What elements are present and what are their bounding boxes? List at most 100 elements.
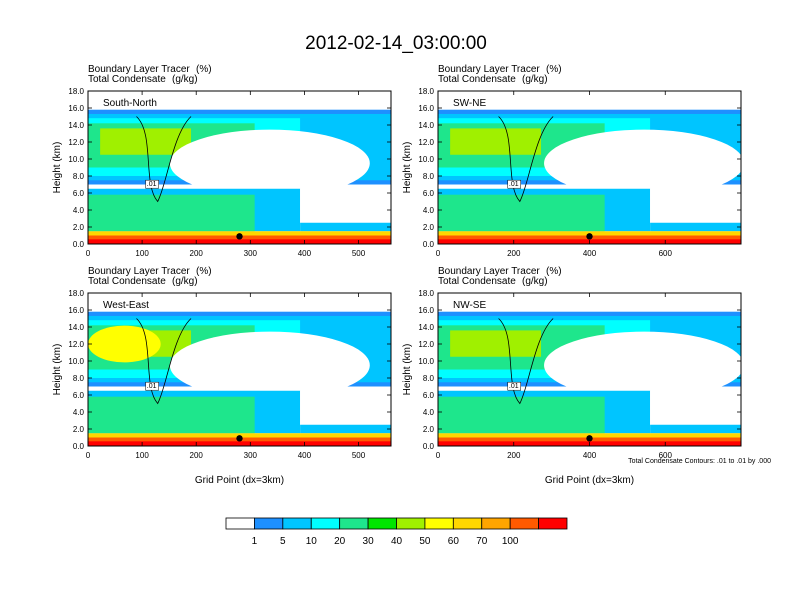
y-tick-label: 8.0 (73, 374, 85, 383)
x-tick-label: 100 (135, 451, 149, 460)
x-tick-label: 0 (436, 451, 441, 460)
contour-label-box (507, 381, 521, 391)
colorbar-label: 50 (419, 536, 431, 547)
band-bl-deep (88, 239, 391, 244)
panel-subtitle-tracer: Boundary Layer Tracer (438, 266, 540, 277)
surface-point (586, 233, 593, 240)
clear-region (544, 331, 741, 399)
y-tick-label: 12.0 (418, 138, 434, 147)
surface-point (586, 435, 593, 442)
colorbar-swatch (367, 517, 397, 530)
colorbar-swatch (481, 517, 511, 530)
y-tick-label: 8.0 (423, 374, 435, 383)
x-axis-label: Grid Point (dx=3km) (545, 475, 634, 486)
main-title: 2012-02-14_03:00:00 (305, 33, 487, 54)
colorbar-swatch (452, 517, 483, 530)
colorbar-swatch (225, 517, 255, 530)
x-tick-label: 300 (244, 451, 258, 460)
y-tick-label: 18.0 (418, 87, 434, 96)
x-tick-label: 200 (190, 451, 204, 460)
x-tick-label: 0 (86, 451, 91, 460)
y-tick-label: 16.0 (68, 306, 84, 315)
y-tick-label: 2.0 (73, 223, 85, 232)
panel-subtitle-condensate: Total Condensate (438, 74, 516, 85)
colorbar: 1 5 10 20 30 40 50 60 70 100 (225, 517, 568, 547)
y-tick-label: 16.0 (68, 104, 84, 113)
colorbar-label: 5 (280, 536, 286, 547)
condensate-contour (136, 116, 192, 203)
y-tick-label: 2.0 (73, 425, 85, 434)
surface-point (236, 233, 243, 240)
band-cloud-max (450, 128, 542, 155)
clear-region (544, 129, 741, 197)
y-tick-label: 6.0 (73, 391, 85, 400)
y-tick-label: 0.0 (73, 240, 85, 249)
y-tick-label: 8.0 (73, 172, 85, 181)
contour-label: .01 (509, 383, 519, 390)
colorbar-swatch (254, 517, 284, 530)
band-lower-core (438, 396, 605, 434)
y-tick-label: 10.0 (418, 155, 434, 164)
y-tick-label: 10.0 (418, 357, 434, 366)
condensate-contour (498, 318, 554, 405)
y-axis-label: Height (km) (52, 344, 63, 396)
panel-name: NW-SE (453, 300, 486, 311)
contour-label: .01 (509, 181, 519, 188)
colorbar-swatch (424, 517, 454, 530)
contour-label-box (145, 179, 159, 189)
y-tick-label: 16.0 (418, 104, 434, 113)
y-tick-label: 12.0 (68, 340, 84, 349)
y-tick-label: 2.0 (423, 425, 435, 434)
x-axis-label: Grid Point (dx=3km) (195, 475, 284, 486)
x-tick-label: 400 (298, 249, 312, 258)
panel-name: SW-NE (453, 98, 486, 109)
contour-note: Total Condensate Contours: .01 to .01 by… (628, 458, 771, 465)
y-tick-label: 10.0 (68, 357, 84, 366)
x-tick-label: 0 (436, 249, 441, 258)
contour-label-box (145, 381, 159, 391)
panel-subtitle-condensate: Total Condensate (438, 276, 516, 287)
band-lower-edge (650, 424, 741, 434)
y-tick-label: 0.0 (423, 442, 435, 451)
y-tick-label: 4.0 (423, 408, 435, 417)
clear-region (169, 129, 370, 197)
colorbar-label: 30 (363, 536, 375, 547)
panel-sw-ne: Boundary Layer Tracer (%) Total Condensate… (402, 64, 742, 258)
panel-subtitle-tracer-unit: (%) (196, 266, 212, 277)
panel-subtitle-condensate: Total Condensate (88, 74, 166, 85)
y-tick-label: 4.0 (423, 206, 435, 215)
colorbar-label: 1 (252, 536, 258, 547)
colorbar-label: 20 (334, 536, 346, 547)
panel-south-north: Boundary Layer Tracer (%) Total Condensate… (52, 64, 392, 258)
colorbar-label: 70 (476, 536, 488, 547)
panel-subtitle-tracer: Boundary Layer Tracer (438, 64, 540, 75)
colorbar-swatch (538, 517, 568, 530)
filled-contours: .01 (88, 311, 391, 446)
x-tick-label: 200 (507, 451, 521, 460)
contour-label-box (507, 179, 521, 189)
panel-subtitle-condensate: Total Condensate (88, 276, 166, 287)
filled-contours: .01 (438, 109, 741, 244)
y-tick-label: 2.0 (423, 223, 435, 232)
clear-region (169, 331, 370, 399)
band-lower-core (88, 194, 255, 232)
x-tick-label: 500 (352, 451, 366, 460)
panel-nw-se: Boundary Layer Tracer (%) Total Condensate… (402, 266, 742, 486)
x-tick-label: 100 (135, 249, 149, 258)
contour-label: .01 (147, 181, 157, 188)
band-lower-core (88, 396, 255, 434)
panel-subtitle-tracer-unit: (%) (196, 64, 212, 75)
band-yellow-core (88, 325, 161, 363)
panel-subtitle-tracer-unit: (%) (546, 64, 562, 75)
colorbar-swatch (339, 517, 369, 530)
y-tick-label: 0.0 (73, 442, 85, 451)
condensate-contour (498, 116, 554, 203)
y-tick-label: 6.0 (73, 189, 85, 198)
x-tick-label: 0 (86, 249, 91, 258)
y-tick-label: 0.0 (423, 240, 435, 249)
x-tick-label: 400 (583, 451, 597, 460)
x-tick-label: 600 (659, 451, 673, 460)
y-tick-label: 16.0 (418, 306, 434, 315)
colorbar-label: 40 (391, 536, 403, 547)
